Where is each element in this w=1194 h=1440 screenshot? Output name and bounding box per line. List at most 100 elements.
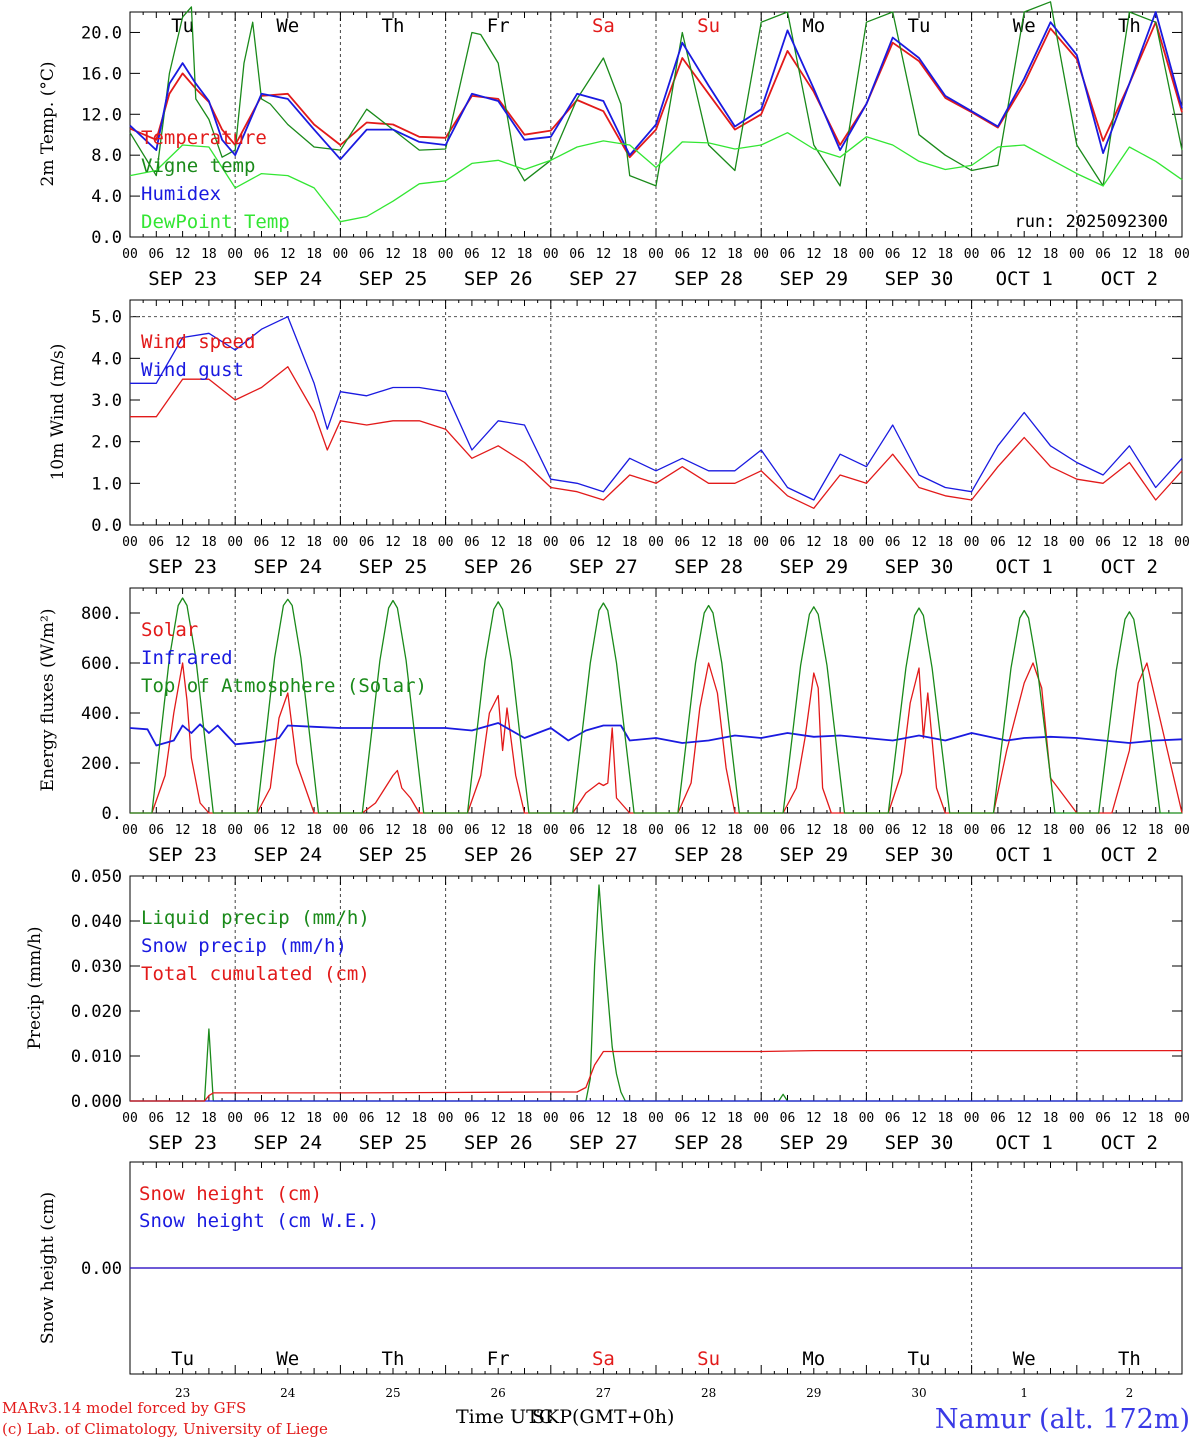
ytick-label: 8.0 bbox=[91, 146, 122, 166]
hour-tick-label: 00 bbox=[648, 1111, 664, 1126]
ytick-label: 0.00 bbox=[81, 1259, 122, 1279]
ytick-label: 0.000 bbox=[71, 1092, 122, 1112]
ytick-label: 200. bbox=[81, 754, 122, 774]
hour-tick-label: 12 bbox=[701, 1111, 717, 1126]
hour-tick-label: 06 bbox=[569, 247, 585, 262]
hour-tick-label: 18 bbox=[1148, 1111, 1164, 1126]
hour-tick-label: 12 bbox=[596, 247, 612, 262]
hour-tick-label: 18 bbox=[937, 1111, 953, 1126]
day-number-label: 30 bbox=[911, 1386, 926, 1400]
hour-tick-label: 06 bbox=[464, 247, 480, 262]
date-label: SEP 23 bbox=[148, 1132, 217, 1154]
day-number-label: 27 bbox=[596, 1386, 611, 1400]
day-number-label: 2 bbox=[1126, 1386, 1134, 1400]
hour-tick-label: 00 bbox=[1174, 1111, 1190, 1126]
hour-tick-label: 06 bbox=[885, 535, 901, 550]
hour-tick-label: 06 bbox=[674, 1111, 690, 1126]
panel-energy-frame bbox=[129, 587, 1183, 814]
panel-snow-daynumbers: 23 24 25 26 27 28 29 30 1 2 bbox=[175, 1386, 1133, 1400]
ytick-label: 4.0 bbox=[91, 349, 122, 369]
hour-tick-label: 06 bbox=[569, 823, 585, 838]
day-name-label: Th bbox=[1118, 1348, 1141, 1370]
hour-tick-label: 12 bbox=[490, 823, 506, 838]
hour-tick-label: 06 bbox=[990, 823, 1006, 838]
ytick-label: 3.0 bbox=[91, 391, 122, 411]
date-label: SEP 25 bbox=[359, 268, 428, 290]
ytick-label: 0.050 bbox=[71, 867, 122, 887]
panel-energy-yticks: 0. 200. 400. 600. 800. bbox=[81, 604, 1182, 824]
hour-tick-label: 06 bbox=[1095, 247, 1111, 262]
hour-tick-label: 00 bbox=[648, 247, 664, 262]
hour-tick-label: 06 bbox=[464, 823, 480, 838]
hour-tick-label: 00 bbox=[333, 247, 349, 262]
date-label: SEP 29 bbox=[779, 556, 848, 578]
legend-entry: Solar bbox=[141, 619, 198, 641]
hour-tick-label: 18 bbox=[517, 1111, 533, 1126]
panel-temperature-daynames: Tu We Th Fr Sa Su Mo Tu We Th bbox=[171, 15, 1141, 37]
model-credit: MARv3.14 model forced by GFS bbox=[2, 1399, 246, 1417]
date-label: SEP 30 bbox=[885, 556, 954, 578]
series-line-infrared bbox=[129, 722, 1183, 747]
hour-tick-label: 12 bbox=[1122, 1111, 1138, 1126]
panel-wind-ylabel: 10m Wind (m/s) bbox=[48, 344, 68, 481]
date-label: OCT 2 bbox=[1101, 1132, 1158, 1154]
hour-tick-label: 12 bbox=[175, 247, 191, 262]
hour-tick-label: 18 bbox=[306, 535, 322, 550]
panel-wind-series bbox=[130, 316, 1183, 509]
hour-tick-label: 06 bbox=[254, 535, 270, 550]
ytick-label: 2.0 bbox=[91, 433, 122, 453]
hour-tick-label: 00 bbox=[1174, 247, 1190, 262]
day-name-label: Mo bbox=[802, 1348, 825, 1370]
hour-tick-label: 18 bbox=[727, 823, 743, 838]
hour-tick-label: 00 bbox=[753, 823, 769, 838]
ytick-label: 0.010 bbox=[71, 1047, 122, 1067]
hour-tick-label: 06 bbox=[990, 247, 1006, 262]
date-label: SEP 27 bbox=[569, 556, 638, 578]
time-axis-label-tz: SKP(GMT+0h) bbox=[532, 1406, 674, 1428]
panel-precip: Precip (mm/h) 0.0000.0100.0200.0300.0400… bbox=[25, 867, 1190, 1154]
hour-tick-label: 06 bbox=[1095, 535, 1111, 550]
hour-tick-label: 06 bbox=[148, 247, 164, 262]
hour-tick-label: 00 bbox=[227, 1111, 243, 1126]
panel-wind-legend: Wind speed Wind gust bbox=[141, 331, 255, 381]
date-label: SEP 27 bbox=[569, 844, 638, 866]
hour-tick-label: 18 bbox=[622, 1111, 638, 1126]
panel-temperature-grid bbox=[129, 12, 1183, 237]
day-number-label: 1 bbox=[1020, 1386, 1028, 1400]
day-name-label: Su bbox=[697, 15, 720, 37]
hour-tick-label: 18 bbox=[937, 535, 953, 550]
hour-tick-label: 12 bbox=[490, 535, 506, 550]
day-name-label: Th bbox=[1118, 15, 1141, 37]
date-label: SEP 28 bbox=[674, 556, 743, 578]
hour-tick-label: 06 bbox=[674, 247, 690, 262]
hour-tick-label: 00 bbox=[438, 247, 454, 262]
ytick-label: 0.030 bbox=[71, 957, 122, 977]
ytick-label: 5.0 bbox=[91, 308, 122, 328]
ytick-label: 1.0 bbox=[91, 474, 122, 494]
legend-entry: Snow height (cm) bbox=[139, 1183, 322, 1205]
panel-energy-ylabel: Energy fluxes (W/m²) bbox=[38, 609, 58, 792]
hour-tick-label: 06 bbox=[1095, 823, 1111, 838]
hour-tick-label: 18 bbox=[832, 535, 848, 550]
hour-tick-label: 12 bbox=[175, 535, 191, 550]
panel-precip-series bbox=[130, 884, 1182, 1102]
ytick-label: 0.040 bbox=[71, 912, 122, 932]
day-name-label: Sa bbox=[592, 15, 615, 37]
hour-tick-label: 18 bbox=[622, 247, 638, 262]
date-label: SEP 30 bbox=[885, 1132, 954, 1154]
date-label: SEP 23 bbox=[148, 556, 217, 578]
legend-entry: Temperature bbox=[141, 127, 267, 149]
panel-temperature-series bbox=[129, 1, 1183, 223]
hour-tick-label: 00 bbox=[859, 535, 875, 550]
hour-tick-label: 00 bbox=[333, 823, 349, 838]
date-label: OCT 1 bbox=[996, 268, 1053, 290]
hour-tick-label: 18 bbox=[1043, 1111, 1059, 1126]
hour-tick-label: 00 bbox=[964, 823, 980, 838]
day-number-label: 26 bbox=[491, 1386, 506, 1400]
ytick-label: 600. bbox=[81, 654, 122, 674]
ytick-label: 4.0 bbox=[91, 187, 122, 207]
date-label: SEP 29 bbox=[779, 268, 848, 290]
panel-wind-xaxis: 00 06 12 18 SEP 23 00 06 12 18 SEP 24 00 06 12 18 SEP … bbox=[122, 535, 1190, 578]
hour-tick-label: 06 bbox=[780, 247, 796, 262]
hour-tick-label: 00 bbox=[227, 823, 243, 838]
